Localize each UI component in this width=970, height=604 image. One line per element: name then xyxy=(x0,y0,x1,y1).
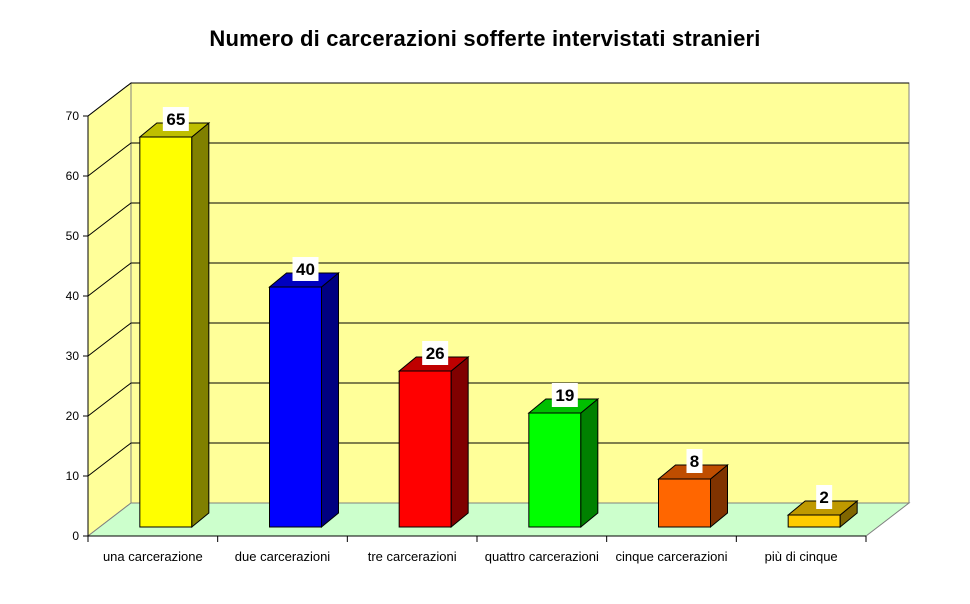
bar-side-face xyxy=(450,355,469,529)
data-label-bg xyxy=(292,257,319,281)
gridlines xyxy=(87,82,909,477)
bar: 65 xyxy=(138,107,211,529)
x-axis-ticks: una carcerazione due carcerazioni tre carc… xyxy=(87,536,867,564)
bar: 40 xyxy=(268,257,340,529)
data-label-bg xyxy=(816,485,833,509)
y-tick-label: 60 xyxy=(66,169,80,183)
y-tick-label: 0 xyxy=(72,529,79,543)
y-tick-label: 10 xyxy=(66,469,80,483)
gridline xyxy=(87,202,909,237)
data-label-bg xyxy=(422,341,449,365)
x-category-label: quattro carcerazioni xyxy=(485,549,599,564)
bar-side-face xyxy=(321,271,339,529)
y-tick-label: 20 xyxy=(66,409,80,423)
gridline xyxy=(87,442,909,477)
data-label: 8 xyxy=(690,452,699,471)
x-category-label: una carcerazione xyxy=(103,549,203,564)
gridline xyxy=(87,82,909,117)
chart-title: Numero di carcerazioni sofferte intervis… xyxy=(209,26,761,51)
bar-front-face xyxy=(139,136,193,528)
gridline xyxy=(87,262,909,297)
side-wall xyxy=(87,81,132,538)
gridline xyxy=(87,382,909,417)
y-tick-label: 40 xyxy=(66,289,80,303)
data-label: 26 xyxy=(426,344,445,363)
data-label: 40 xyxy=(296,260,315,279)
y-tick-label: 30 xyxy=(66,349,80,363)
bar-side-face xyxy=(191,121,210,529)
bar: 26 xyxy=(397,341,470,529)
bar-front-face xyxy=(528,412,582,528)
bars: 65 40 26 19 8 2 xyxy=(138,107,859,529)
gridline xyxy=(87,142,909,177)
bar-front-face xyxy=(269,286,322,528)
bar: 19 xyxy=(527,383,600,529)
bar-front-face xyxy=(658,478,711,528)
y-tick-label: 50 xyxy=(66,229,80,243)
y-tick-label: 70 xyxy=(66,109,80,123)
data-label: 2 xyxy=(819,488,828,507)
data-label-bg xyxy=(551,383,578,407)
data-label: 19 xyxy=(555,386,574,405)
data-label: 65 xyxy=(166,110,185,129)
gridline xyxy=(87,322,909,357)
x-category-label: due carcerazioni xyxy=(235,549,330,564)
back-wall xyxy=(130,82,910,504)
bar-front-face xyxy=(398,370,452,528)
x-category-label: più di cinque xyxy=(765,549,838,564)
floor xyxy=(86,502,911,537)
bar: 8 xyxy=(657,449,729,529)
data-label-bg xyxy=(162,107,189,131)
bar-side-face xyxy=(580,397,599,529)
bar: 2 xyxy=(786,485,859,529)
bar-front-face xyxy=(787,514,841,528)
data-label-bg xyxy=(686,449,703,473)
y-axis-ticks: 0 10 20 30 40 50 60 70 xyxy=(66,109,88,543)
x-category-label: cinque carcerazioni xyxy=(615,549,727,564)
x-category-label: tre carcerazioni xyxy=(368,549,457,564)
